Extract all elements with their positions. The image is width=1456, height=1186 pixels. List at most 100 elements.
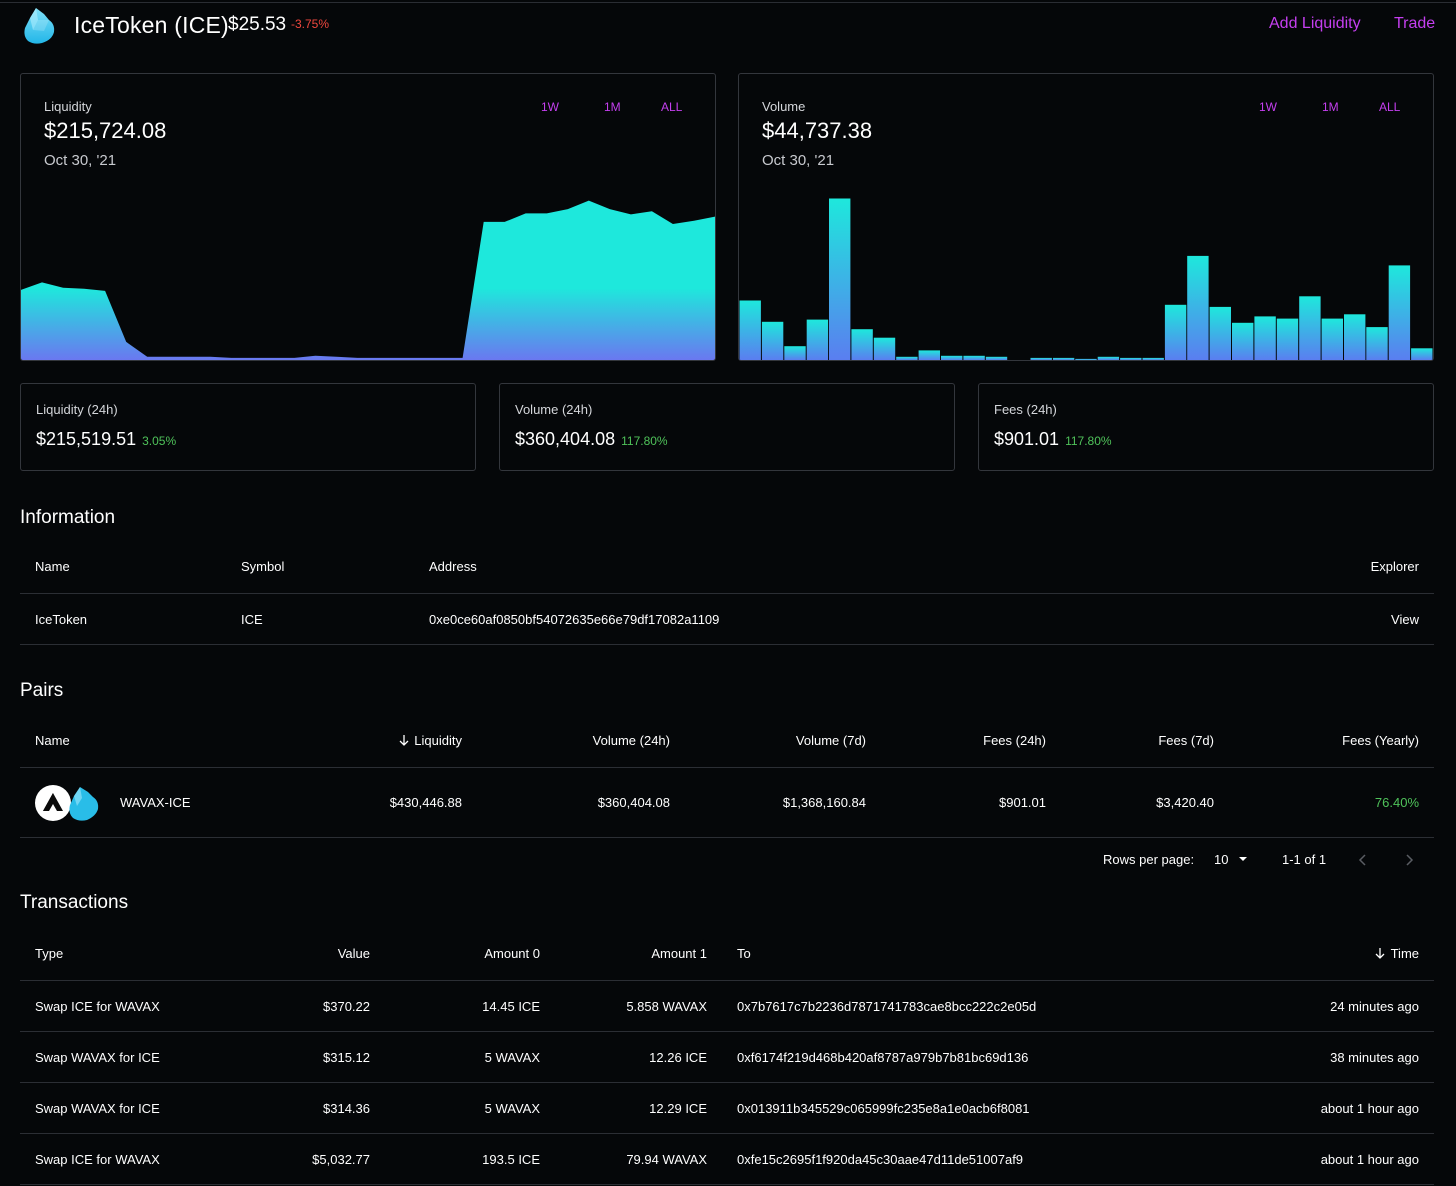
volume-range-all[interactable]: ALL bbox=[1379, 100, 1401, 114]
col-amount0[interactable]: Amount 0 bbox=[484, 946, 540, 961]
volume-bar bbox=[829, 198, 851, 360]
tx-value: $370.22 bbox=[323, 999, 370, 1014]
token-header: IceToken (ICE) $25.53 -3.75% Add Liquidi… bbox=[20, 6, 1436, 46]
volume-chart-panel: Volume $44,737.38 Oct 30, '21 1W 1M ALL bbox=[738, 73, 1434, 361]
transactions-title: Transactions bbox=[20, 892, 129, 913]
col-fees-24h[interactable]: Fees (24h) bbox=[983, 733, 1046, 748]
table-header-row: Name Liquidity Volume (24h) Volume (7d) … bbox=[20, 714, 1434, 768]
tx-value: $314.36 bbox=[323, 1101, 370, 1116]
pairs-table: Name Liquidity Volume (24h) Volume (7d) … bbox=[20, 714, 1434, 838]
volume-bar bbox=[873, 337, 896, 360]
volume-bar bbox=[1209, 306, 1231, 360]
volume-chart-label: Volume bbox=[762, 99, 806, 114]
stat-value: $360,404.08 117.80% bbox=[515, 429, 668, 449]
stat-change: 117.80% bbox=[1065, 434, 1112, 448]
col-symbol: Symbol bbox=[241, 559, 285, 574]
pair-fees-24h: $901.01 bbox=[999, 795, 1046, 810]
token-price: $25.53 bbox=[228, 14, 287, 35]
volume-bar bbox=[1388, 265, 1411, 360]
volume-range-1w[interactable]: 1W bbox=[1259, 100, 1277, 114]
liquidity-chart-date: Oct 30, '21 bbox=[44, 152, 117, 169]
liquidity-range-1m[interactable]: 1M bbox=[604, 100, 621, 114]
caret-down-icon bbox=[1239, 857, 1248, 861]
info-name: IceToken bbox=[35, 612, 88, 627]
sort-down-icon bbox=[1375, 948, 1385, 959]
col-liquidity[interactable]: Liquidity bbox=[398, 733, 462, 748]
volume-bar bbox=[1276, 318, 1299, 360]
col-to[interactable]: To bbox=[737, 946, 751, 961]
volume-bar bbox=[1232, 322, 1254, 360]
volume-bar bbox=[739, 300, 761, 360]
liquidity-chart-label: Liquidity bbox=[44, 99, 92, 114]
information-table: Name Symbol Address Explorer IceToken IC… bbox=[20, 541, 1434, 645]
col-volume-24h[interactable]: Volume (24h) bbox=[592, 733, 670, 748]
volume-bar bbox=[1075, 358, 1097, 360]
info-symbol: ICE bbox=[241, 612, 263, 627]
volume-bar bbox=[806, 319, 829, 360]
col-name[interactable]: Name bbox=[35, 733, 70, 748]
volume-bar bbox=[1187, 255, 1209, 360]
tx-amount1: 12.26 ICE bbox=[649, 1050, 707, 1065]
volume-bar bbox=[985, 356, 1008, 360]
tx-value: $5,032.77 bbox=[312, 1152, 370, 1167]
tx-value: $315.12 bbox=[323, 1050, 370, 1065]
volume-bar bbox=[1344, 314, 1366, 360]
col-time[interactable]: Time bbox=[1374, 946, 1419, 961]
col-value[interactable]: Value bbox=[337, 946, 370, 961]
token-title: IceToken (ICE) bbox=[74, 12, 229, 38]
transactions-table: Type Value Amount 0 Amount 1 To Time Swa… bbox=[20, 928, 1434, 1185]
col-type[interactable]: Type bbox=[35, 946, 64, 961]
table-row: Swap ICE for WAVAX $370.22 14.45 ICE 5.8… bbox=[20, 981, 1434, 1032]
col-fees-yearly[interactable]: Fees (Yearly) bbox=[1342, 733, 1419, 748]
add-liquidity-button[interactable]: Add Liquidity bbox=[1269, 15, 1361, 32]
tx-type: Swap ICE for WAVAX bbox=[35, 999, 160, 1014]
liquidity-area bbox=[21, 200, 715, 360]
col-amount1[interactable]: Amount 1 bbox=[651, 946, 707, 961]
table-row: Swap WAVAX for ICE $314.36 5 WAVAX 12.29… bbox=[20, 1083, 1434, 1134]
liquidity-area-chart bbox=[21, 200, 715, 360]
volume-bar bbox=[1097, 356, 1120, 360]
tx-to-address-link[interactable]: 0x7b7617c7b2236d7871741783cae8bcc222c2e0… bbox=[737, 999, 1037, 1014]
liquidity-range-all[interactable]: ALL bbox=[661, 100, 683, 114]
explorer-view-link[interactable]: View bbox=[1391, 612, 1419, 627]
volume-chart-value: $44,737.38 bbox=[762, 118, 873, 143]
stat-card-liquidity: Liquidity (24h) $215,519.51 3.05% bbox=[20, 383, 476, 471]
volume-bar bbox=[1164, 304, 1187, 360]
tx-type: Swap WAVAX for ICE bbox=[35, 1101, 160, 1116]
table-header-row: Name Symbol Address Explorer bbox=[20, 541, 1434, 594]
ice-logo-icon bbox=[69, 787, 99, 821]
rows-per-page-select[interactable]: 10 bbox=[1214, 852, 1248, 867]
tx-to-address-link[interactable]: 0x013911b345529c065999fc235e8a1e0acb6f80… bbox=[737, 1101, 1030, 1116]
volume-bar bbox=[1299, 296, 1321, 360]
pair-liquidity: $430,446.88 bbox=[389, 795, 462, 810]
tx-to-address-link[interactable]: 0xf6174f219d468b420af8787a979b7b81bc69d1… bbox=[737, 1050, 1029, 1065]
tx-time: about 1 hour ago bbox=[1320, 1101, 1419, 1116]
tx-type: Swap ICE for WAVAX bbox=[35, 1152, 160, 1167]
volume-bar bbox=[963, 355, 985, 360]
liquidity-range-1w[interactable]: 1W bbox=[541, 100, 559, 114]
tx-amount1: 79.94 WAVAX bbox=[626, 1152, 707, 1167]
pair-link-wavax-ice[interactable]: WAVAX-ICE bbox=[120, 795, 191, 810]
stat-value: $901.01 117.80% bbox=[994, 429, 1112, 449]
volume-bar bbox=[896, 356, 918, 360]
pairs-title: Pairs bbox=[20, 680, 64, 701]
tx-amount1: 5.858 WAVAX bbox=[626, 999, 707, 1014]
col-volume-7d[interactable]: Volume (7d) bbox=[795, 733, 866, 748]
table-row: Swap ICE for WAVAX $5,032.77 193.5 ICE 7… bbox=[20, 1134, 1434, 1185]
volume-range-1m[interactable]: 1M bbox=[1322, 100, 1339, 114]
volume-bar bbox=[1142, 357, 1164, 360]
volume-bar bbox=[918, 350, 940, 360]
info-address: 0xe0ce60af0850bf54072635e66e79df17082a11… bbox=[429, 612, 720, 627]
trade-button[interactable]: Trade bbox=[1394, 15, 1436, 32]
volume-bar bbox=[1052, 357, 1075, 360]
col-fees-7d[interactable]: Fees (7d) bbox=[1158, 733, 1214, 748]
tx-to-address-link[interactable]: 0xfe15c2695f1f920da45c30aae47d11de51007a… bbox=[737, 1152, 1024, 1167]
sort-down-icon bbox=[399, 735, 409, 746]
volume-bar bbox=[1411, 348, 1433, 360]
tx-amount0: 5 WAVAX bbox=[484, 1050, 540, 1065]
liquidity-chart-panel: Liquidity $215,724.08 Oct 30, '21 1W 1M … bbox=[20, 73, 716, 361]
tx-amount0: 193.5 ICE bbox=[482, 1152, 540, 1167]
chevron-right-icon[interactable] bbox=[1402, 852, 1416, 868]
chevron-left-icon[interactable] bbox=[1356, 852, 1370, 868]
volume-bar bbox=[1366, 327, 1388, 360]
